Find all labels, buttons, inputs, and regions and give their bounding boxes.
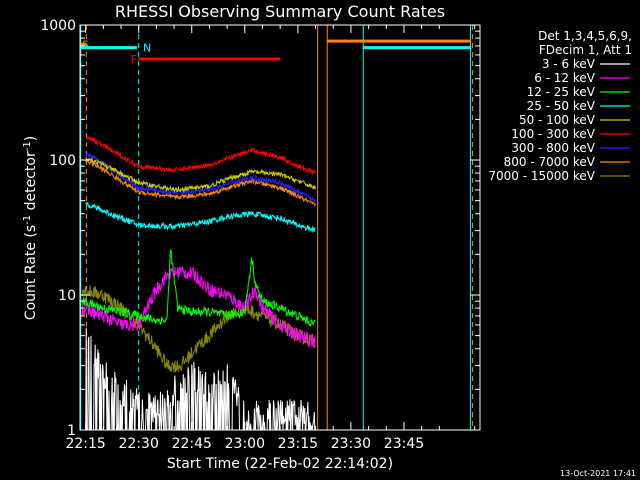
- plot-lines: [80, 25, 474, 430]
- y-axis-label-main: Count Rate (s: [23, 225, 39, 320]
- legend-label-4: 50 - 100 keV: [519, 113, 596, 127]
- y-axis-label-exp1: -1: [22, 215, 33, 225]
- flag-bar-0: [80, 42, 86, 46]
- y-tick-label: 1000: [40, 18, 76, 34]
- x-tick-label: 22:45: [172, 436, 212, 452]
- flag-bar-3: [327, 39, 472, 43]
- legend-label-8: 7000 - 15000 keV: [488, 169, 595, 183]
- legend-header-line2: FDecim 1, Att 1: [539, 43, 632, 57]
- x-tick-label: 23:45: [384, 436, 424, 452]
- flag-label-f: F: [131, 53, 137, 66]
- legend-label-5: 100 - 300 keV: [511, 127, 595, 141]
- legend-header-line1: Det 1,3,4,5,6,9,: [538, 29, 632, 43]
- flag-label-n: N: [143, 42, 151, 55]
- series-line-1: [81, 265, 316, 349]
- y-tick-label: 1: [67, 423, 76, 439]
- y-axis-label-det: detector: [23, 151, 39, 215]
- data-series: [81, 135, 316, 431]
- x-tick-label: 23:30: [331, 436, 371, 452]
- y-axis-label-close: ): [23, 136, 39, 141]
- legend-label-6: 300 - 800 keV: [511, 141, 595, 155]
- flag-bar-1: [80, 46, 137, 50]
- x-tick-label: 23:00: [225, 436, 265, 452]
- legend: Det 1,3,4,5,6,9, FDecim 1, Att 1 3 - 6 k…: [488, 29, 632, 183]
- legend-label-2: 12 - 25 keV: [527, 85, 596, 99]
- flag-bars: S NF: [80, 38, 472, 66]
- y-axis-label-exp2: -1: [22, 141, 33, 151]
- y-axis-label: Count Rate (s-1 detector-1): [22, 136, 39, 320]
- y-tick-label: 10: [58, 288, 76, 304]
- chart-title: RHESSI Observing Summary Count Rates: [115, 2, 445, 21]
- y-tick-label: 100: [49, 153, 76, 169]
- series-line-3: [85, 202, 316, 233]
- legend-label-3: 25 - 50 keV: [527, 99, 596, 113]
- legend-label-1: 6 - 12 keV: [534, 71, 596, 85]
- x-axis-label: Start Time (22-Feb-02 22:14:02): [167, 456, 393, 472]
- legend-label-0: 3 - 6 keV: [542, 57, 596, 71]
- x-tick-label: 23:15: [278, 436, 318, 452]
- x-tick-label: 22:30: [119, 436, 159, 452]
- series-line-5: [85, 135, 316, 176]
- series-line-6: [85, 152, 316, 203]
- legend-label-7: 800 - 7000 keV: [504, 155, 596, 169]
- flag-label-s: S: [82, 38, 89, 51]
- flag-bar-4: [363, 46, 472, 50]
- axis-ticks: 22:15 22:30 22:45 23:00 23:15 23:30 23:45 1 10 10…: [40, 18, 480, 452]
- x-tick-label: 22:15: [65, 436, 105, 452]
- flag-bar-2: [138, 57, 281, 61]
- footer-date: 13-Oct-2021 17:41: [560, 469, 636, 478]
- series-line-4: [85, 156, 316, 194]
- series-line-7: [85, 158, 316, 208]
- series-line-2: [81, 249, 316, 327]
